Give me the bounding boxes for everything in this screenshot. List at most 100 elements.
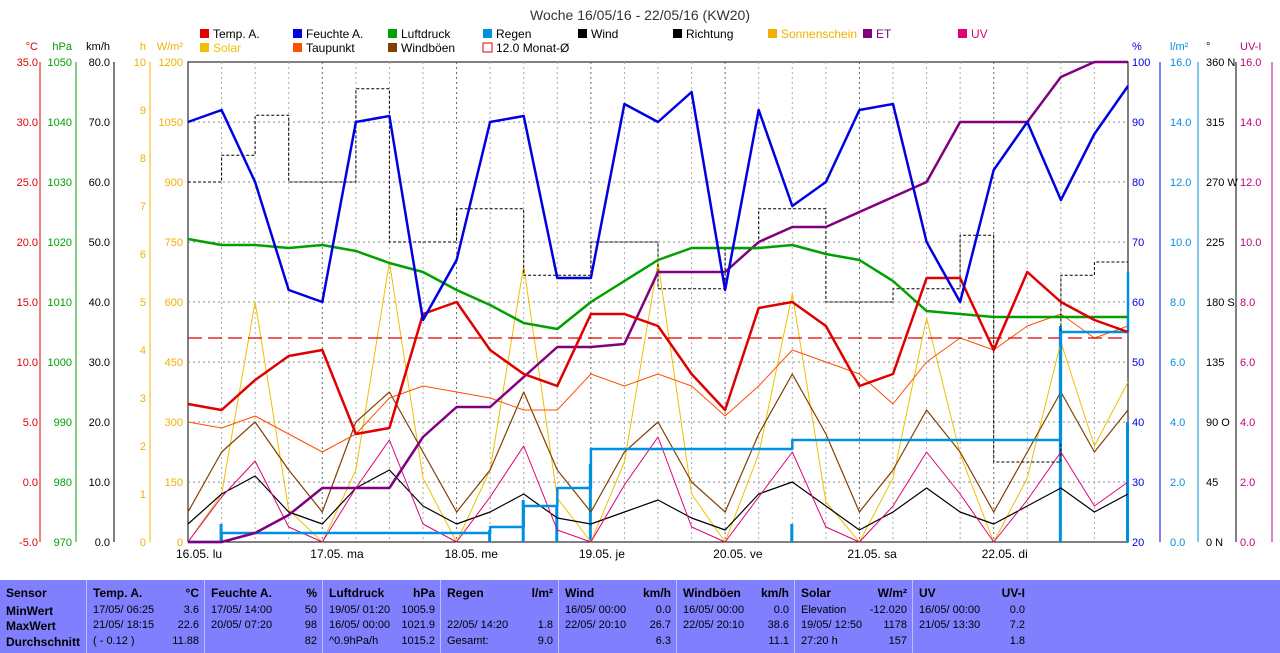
hours-tick-label: 7 bbox=[140, 201, 146, 213]
dir-tick-label: 90 O bbox=[1206, 417, 1230, 429]
legend: Temp. A. Feuchte A. Luftdruck Regen Wind Rich… bbox=[200, 27, 988, 55]
stats-column: Regen l/m² 22/05/ 14:20 1.8 Gesamt: 9.0 bbox=[440, 580, 559, 653]
legend-label: ET bbox=[876, 27, 892, 41]
dir-tick-label: 135 bbox=[1206, 357, 1224, 369]
stats-cell-value: 50 bbox=[304, 604, 317, 616]
stats-column-head: Wind bbox=[565, 586, 595, 600]
press-axis-unit: hPa bbox=[52, 41, 72, 53]
stats-row-label: MaxWert bbox=[6, 619, 56, 633]
x-tick-label: 20.05. ve bbox=[713, 547, 763, 561]
solar-tick-label: 600 bbox=[165, 297, 183, 309]
legend-label: Richtung bbox=[686, 27, 733, 41]
press-tick-label: 1020 bbox=[48, 237, 72, 249]
stats-column-unit: % bbox=[306, 586, 317, 600]
dir-tick-label: 180 S bbox=[1206, 297, 1235, 309]
hours-axis-unit: h bbox=[140, 41, 146, 53]
stats-cell-value: 7.2 bbox=[1009, 619, 1025, 631]
x-tick-label: 22.05. di bbox=[982, 547, 1028, 561]
rain-tick-label: 2.0 bbox=[1170, 477, 1185, 489]
legend-swatch bbox=[388, 43, 397, 52]
stats-cell-value: 82 bbox=[304, 635, 317, 647]
stats-cell-value: 1178 bbox=[883, 619, 907, 631]
weather-chart: Woche 16/05/16 - 22/05/16 (KW20) Temp. A… bbox=[17, 7, 1273, 561]
x-tick-label: 18.05. me bbox=[445, 547, 499, 561]
hum-tick-label: 40 bbox=[1132, 417, 1144, 429]
series-line-luftdruck bbox=[187, 237, 1128, 331]
temp-tick-label: 25.0 bbox=[17, 177, 38, 189]
hum-axis-unit: % bbox=[1132, 41, 1142, 53]
stats-column: UV UV-I 16/05/ 00:00 0.0 21/05/ 13:30 7.2 1.8 bbox=[912, 580, 1031, 653]
stats-cell-time: 21/05/ 18:15 bbox=[93, 619, 155, 631]
stats-row-label: Sensor bbox=[6, 586, 47, 600]
stats-cell-time: 22/05/ 20:10 bbox=[565, 619, 627, 631]
stats-cell-time: 17/05/ 14:00 bbox=[211, 604, 273, 616]
legend-swatch bbox=[483, 29, 492, 38]
legend-label: UV bbox=[971, 27, 988, 41]
legend-swatch bbox=[673, 29, 682, 38]
series-line-wind bbox=[187, 469, 1129, 531]
uv-tick-label: 14.0 bbox=[1240, 117, 1261, 129]
stats-cell-time: Elevation bbox=[801, 604, 847, 616]
stats-cell-value: 0.0 bbox=[655, 604, 671, 616]
legend-swatch bbox=[768, 29, 777, 38]
temp-tick-label: 20.0 bbox=[17, 237, 38, 249]
statistics-table: Sensor MinWert MaxWert Durchschnitt Temp. A.… bbox=[0, 580, 1280, 653]
stats-cell-value: 1.8 bbox=[1009, 635, 1025, 647]
stats-column-head: Windböen bbox=[683, 586, 741, 600]
legend-label: Taupunkt bbox=[306, 41, 355, 55]
legend-label: Sonnenschein bbox=[781, 27, 857, 41]
series-line-taupunkt bbox=[187, 313, 1129, 453]
temp-tick-label: 15.0 bbox=[17, 297, 38, 309]
legend-swatch bbox=[293, 43, 302, 52]
legend-swatch bbox=[388, 29, 397, 38]
stats-column-unit: UV-I bbox=[1001, 586, 1025, 600]
hours-tick-label: 4 bbox=[140, 345, 146, 357]
stats-cell-value: 11.88 bbox=[172, 635, 199, 647]
stats-cell-value: 9.0 bbox=[537, 635, 553, 647]
press-tick-label: 1010 bbox=[48, 297, 72, 309]
stats-cell-value: 6.3 bbox=[655, 635, 671, 647]
hours-tick-label: 10 bbox=[134, 57, 146, 69]
legend-label: Luftdruck bbox=[401, 27, 451, 41]
solar-tick-label: 150 bbox=[165, 477, 183, 489]
stats-column: Feuchte A.% 17/05/ 14:00 50 20/05/ 07:20 98 8… bbox=[204, 580, 323, 653]
hum-tick-label: 70 bbox=[1132, 237, 1144, 249]
temp-axis-unit: °C bbox=[26, 41, 38, 53]
legend-label: Regen bbox=[496, 27, 531, 41]
hours-tick-label: 2 bbox=[140, 441, 146, 453]
stats-cell-value: 1.8 bbox=[537, 619, 553, 631]
stats-cell-value: 38.6 bbox=[767, 619, 789, 631]
rain-bar bbox=[790, 524, 794, 542]
stats-cell-time: Gesamt: bbox=[447, 635, 489, 647]
rain-tick-label: 14.0 bbox=[1170, 117, 1191, 129]
rain-tick-label: 16.0 bbox=[1170, 57, 1191, 69]
rain-bar bbox=[488, 530, 492, 542]
stats-cell-time: 21/05/ 13:30 bbox=[919, 619, 981, 631]
wind-tick-label: 80.0 bbox=[89, 57, 110, 69]
hum-tick-label: 30 bbox=[1132, 477, 1144, 489]
temp-tick-label: 30.0 bbox=[17, 117, 38, 129]
series-line-solar bbox=[187, 261, 1129, 543]
series-line-feuchte-a bbox=[187, 85, 1130, 322]
stats-cell-time: 19/05/ 01:20 bbox=[329, 604, 391, 616]
stats-column-head: Solar bbox=[801, 586, 832, 600]
stats-column-head: Temp. A. bbox=[93, 586, 143, 600]
press-tick-label: 980 bbox=[54, 477, 72, 489]
temp-tick-label: -5.0 bbox=[19, 537, 38, 549]
stats-cell-time: 27:20 h bbox=[801, 635, 838, 647]
hum-tick-label: 90 bbox=[1132, 117, 1144, 129]
hum-tick-label: 50 bbox=[1132, 357, 1144, 369]
solar-tick-label: 750 bbox=[165, 237, 183, 249]
press-tick-label: 1040 bbox=[48, 117, 72, 129]
legend-label: 12.0 Monat-Ø bbox=[496, 41, 569, 55]
solar-tick-label: 300 bbox=[165, 417, 183, 429]
dir-tick-label: 360 N bbox=[1206, 57, 1235, 69]
hum-tick-label: 20 bbox=[1132, 537, 1144, 549]
stats-cell-time: 22/05/ 14:20 bbox=[447, 619, 509, 631]
chart-title: Woche 16/05/16 - 22/05/16 (KW20) bbox=[530, 7, 750, 23]
stats-cell-value: 1005.9 bbox=[401, 604, 435, 616]
axes: 16.05. lu 17.05. ma 18.05. me 19.05. je 20.0… bbox=[17, 41, 1273, 561]
x-tick-label: 17.05. ma bbox=[310, 547, 364, 561]
rain-axis-unit: l/m² bbox=[1170, 41, 1189, 53]
hours-tick-label: 3 bbox=[140, 393, 146, 405]
